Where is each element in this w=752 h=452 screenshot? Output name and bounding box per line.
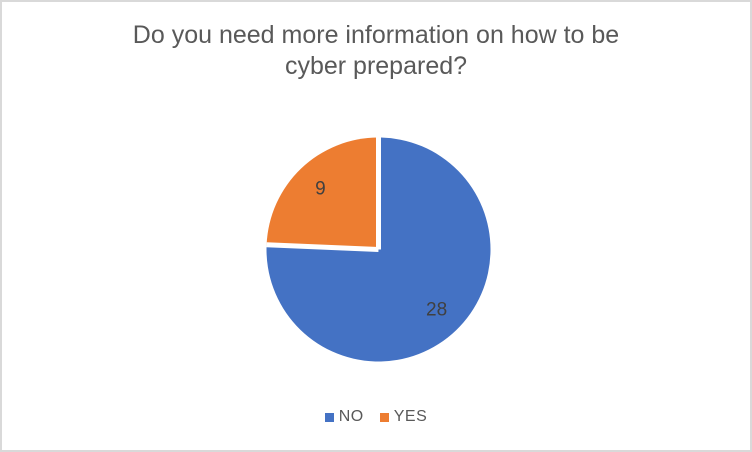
- data-label-yes: 9: [315, 178, 326, 199]
- legend-marker-no: [324, 412, 334, 422]
- legend-marker-yes: [379, 412, 389, 422]
- data-label-no: 28: [426, 300, 447, 321]
- pie-slice-yes[interactable]: [266, 137, 379, 250]
- legend-item-no[interactable]: NO: [324, 408, 364, 426]
- legend-label-yes: YES: [393, 408, 428, 425]
- legend-label-no: NO: [338, 408, 364, 425]
- chart-title: Do you need more information on how to b…: [132, 21, 620, 80]
- slice-separator: [266, 242, 379, 252]
- legend-item-yes[interactable]: YES: [379, 408, 428, 426]
- chart-legend: NO YES: [2, 408, 750, 426]
